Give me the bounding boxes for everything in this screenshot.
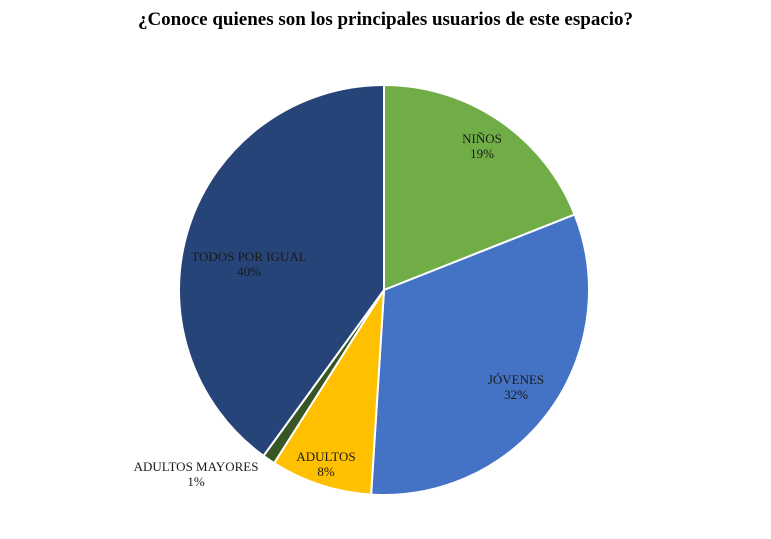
slice-percent-label: 40% <box>237 264 261 279</box>
pie-slice-todos-por-igual <box>178 83 385 458</box>
pie-slice-niños <box>383 83 576 292</box>
slice-category-label: NIÑOS <box>462 131 502 146</box>
slice-percent-label: 1% <box>187 474 205 489</box>
pie-slice-adultos <box>272 289 385 496</box>
slice-percent-label: 32% <box>504 387 528 402</box>
slice-percent-label: 8% <box>317 464 335 479</box>
slice-category-label: TODOS POR IGUAL <box>191 249 306 264</box>
pie-slice-jóvenes <box>370 213 590 497</box>
slice-percent-label: 19% <box>470 146 494 161</box>
chart-title: ¿Conoce quienes son los principales usua… <box>137 9 634 30</box>
slice-category-label: JÓVENES <box>488 372 544 387</box>
slice-category-label: ADULTOS MAYORES <box>134 459 259 474</box>
slice-category-label: ADULTOS <box>296 449 355 464</box>
